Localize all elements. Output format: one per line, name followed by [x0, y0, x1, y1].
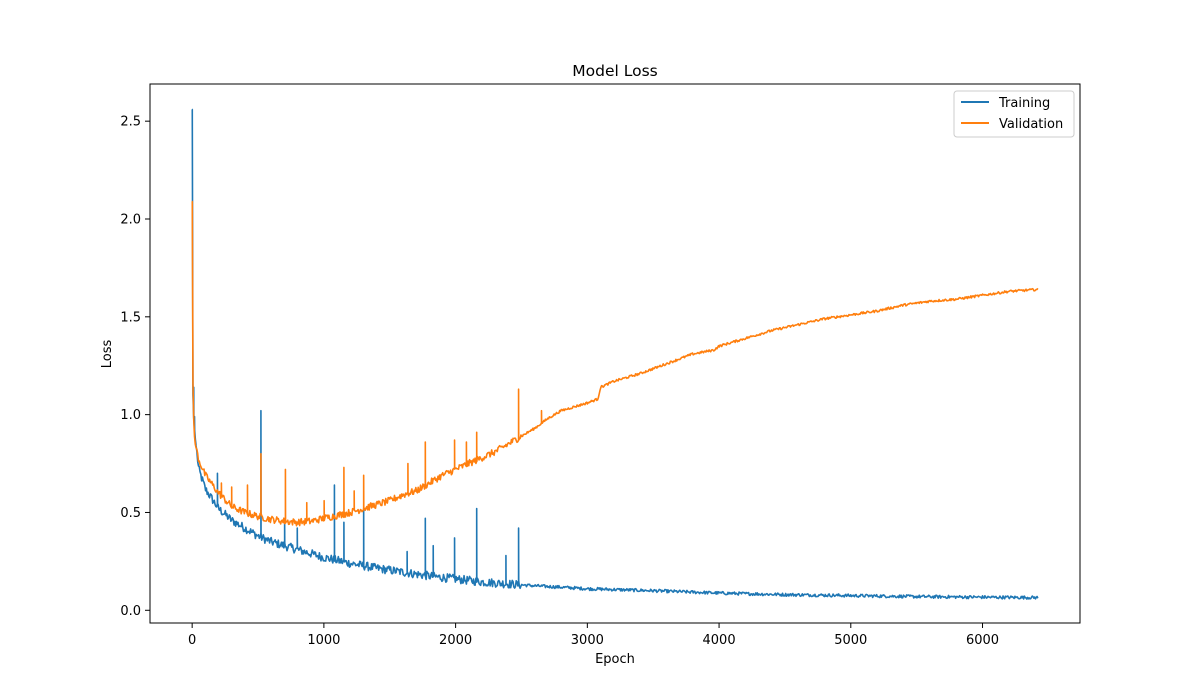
chart-title: Model Loss [572, 62, 657, 80]
legend-label-training: Training [998, 96, 1050, 111]
x-tick-label: 0 [188, 633, 196, 648]
y-tick-label: 0.5 [120, 506, 141, 521]
series-line-validation [191, 200, 1039, 527]
x-axis-label: Epoch [595, 652, 635, 667]
axes-frame [149, 83, 1081, 624]
x-tick-label: 4000 [703, 633, 736, 648]
legend-label-validation: Validation [999, 117, 1063, 132]
plot-series [191, 108, 1039, 600]
y-axis-label: Loss [100, 340, 115, 369]
x-tick-label: 1000 [307, 633, 340, 648]
y-tick-label: 2.5 [120, 115, 141, 130]
y-tick-label: 0.0 [120, 604, 141, 619]
x-tick-label: 3000 [571, 633, 604, 648]
x-tick-label: 6000 [966, 633, 999, 648]
y-tick-label: 1.0 [120, 408, 141, 423]
legend: Training Validation [953, 90, 1075, 138]
y-axis-ticks: 0.0 0.5 1.0 1.5 2.0 2.5 [120, 115, 150, 619]
y-tick-label: 1.5 [120, 310, 141, 325]
x-tick-label: 5000 [834, 633, 867, 648]
series-line-training [191, 108, 1039, 600]
y-tick-label: 2.0 [120, 212, 141, 227]
x-tick-label: 2000 [439, 633, 472, 648]
x-axis-ticks: 0 1000 2000 3000 4000 5000 6000 [188, 623, 999, 648]
